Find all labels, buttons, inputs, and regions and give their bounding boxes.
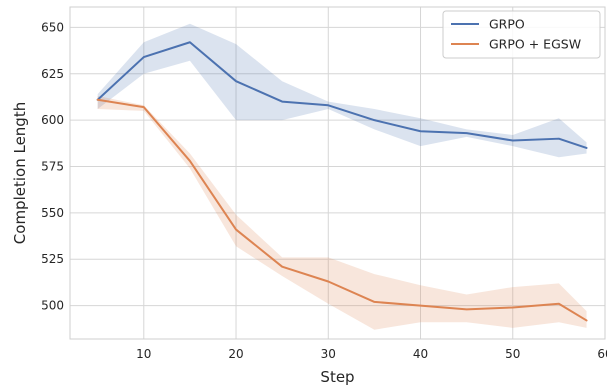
y-tick-label: 550 [41,206,64,220]
y-tick-label: 600 [41,113,64,127]
x-tick-label: 10 [136,347,151,361]
y-tick-label: 625 [41,67,64,81]
y-tick-label: 575 [41,160,64,174]
series-line-grpo [96,41,588,149]
x-tick-label: 40 [413,347,428,361]
y-tick-labels: 500 525 550 575 600 625 650 [41,20,64,312]
legend: GRPO GRPO + EGSW [442,10,601,59]
x-axis-label: Step [320,368,354,386]
legend-label-grpo-egsw: GRPO + EGSW [489,37,581,52]
y-axis-label: Completion Length [11,102,29,244]
legend-label-grpo: GRPO [489,17,525,32]
confidence-band-grpo [97,23,587,158]
series-line-grpo-egsw [96,98,588,322]
plot-frame [69,6,606,340]
series-lines [96,41,588,322]
x-tick-label: 50 [505,347,520,361]
x-tick-labels: 10 20 30 40 50 60 [136,347,607,361]
x-tick-label: 30 [321,347,336,361]
y-tick-label: 500 [41,299,64,313]
y-tick-label: 650 [41,20,64,34]
y-tick-label: 525 [41,252,64,266]
legend-box [442,10,601,59]
x-tick-label: 20 [228,347,243,361]
x-tick-label: 60 [597,347,607,361]
